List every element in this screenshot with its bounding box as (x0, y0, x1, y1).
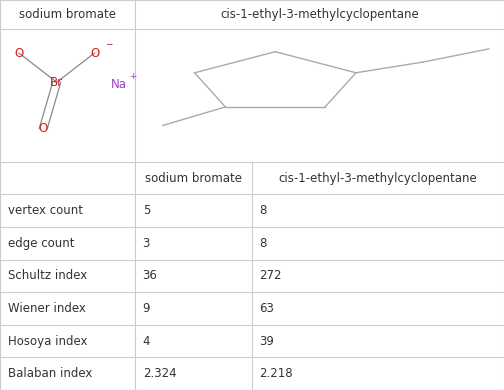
Text: sodium bromate: sodium bromate (145, 172, 242, 184)
Text: 63: 63 (260, 302, 275, 315)
Text: vertex count: vertex count (8, 204, 83, 217)
Text: 8: 8 (260, 237, 267, 250)
Text: 5: 5 (143, 204, 150, 217)
Text: sodium bromate: sodium bromate (19, 8, 116, 21)
Text: Balaban index: Balaban index (8, 367, 92, 380)
Text: 272: 272 (260, 269, 282, 282)
Text: Hosoya index: Hosoya index (8, 335, 87, 347)
Text: Na: Na (111, 78, 127, 91)
Text: O: O (39, 122, 48, 135)
Text: O: O (90, 46, 99, 60)
Text: 3: 3 (143, 237, 150, 250)
Text: Wiener index: Wiener index (8, 302, 86, 315)
Text: cis-1-ethyl-3-methylcyclopentane: cis-1-ethyl-3-methylcyclopentane (220, 8, 419, 21)
Text: edge count: edge count (8, 237, 74, 250)
Text: cis-1-ethyl-3-methylcyclopentane: cis-1-ethyl-3-methylcyclopentane (279, 172, 477, 184)
Text: 39: 39 (260, 335, 275, 347)
Text: 8: 8 (260, 204, 267, 217)
Text: +: + (129, 72, 137, 81)
Text: 2.324: 2.324 (143, 367, 176, 380)
Text: Br: Br (50, 76, 64, 89)
Text: −: − (105, 40, 112, 49)
Text: 2.218: 2.218 (260, 367, 293, 380)
Text: 4: 4 (143, 335, 150, 347)
Text: O: O (14, 46, 24, 60)
Text: 36: 36 (143, 269, 158, 282)
Text: 9: 9 (143, 302, 150, 315)
Text: Schultz index: Schultz index (8, 269, 87, 282)
